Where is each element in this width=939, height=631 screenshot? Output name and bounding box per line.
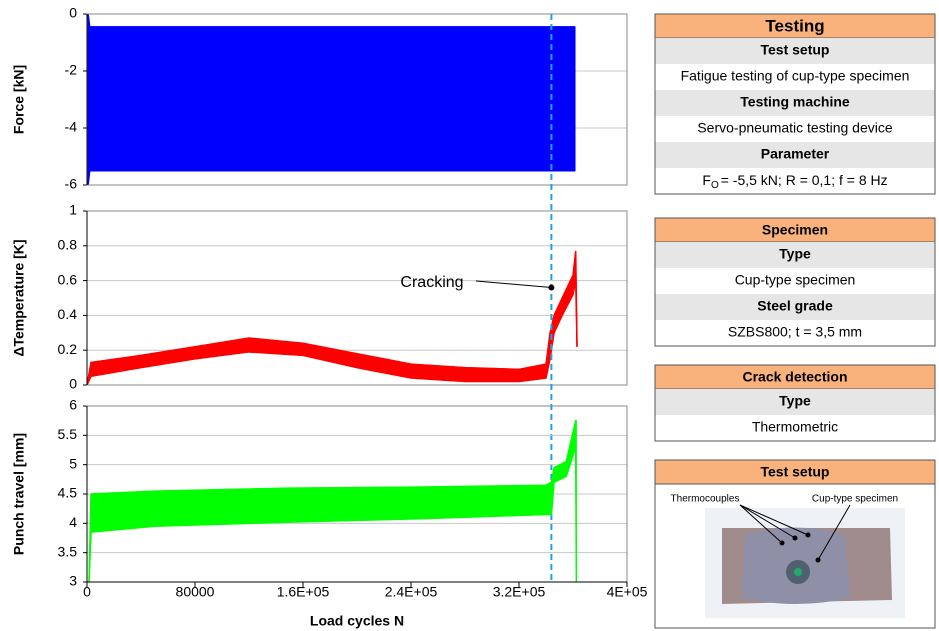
row-text: Test setup — [761, 42, 830, 58]
band-upper — [87, 13, 576, 28]
table-title: Testing — [765, 16, 824, 35]
row-text: Parameter — [761, 146, 830, 162]
y-axis-title: ΔTemperature [K] — [11, 239, 27, 356]
table-frame — [654, 364, 936, 442]
x-tick-label: 3.2E+05 — [493, 584, 546, 600]
y-tick-label: 0.4 — [58, 306, 78, 322]
row-text: Cup-type specimen — [735, 272, 856, 288]
x-tick-label: 2.4E+05 — [385, 584, 438, 600]
y-tick-label: -4 — [65, 119, 78, 135]
y-tick-label: 5 — [69, 455, 77, 471]
annotation-point — [548, 284, 555, 291]
row-cell — [655, 268, 935, 294]
row-text: Steel grade — [757, 298, 833, 314]
x-tick-label: 1.6E+05 — [277, 584, 330, 600]
y-tick-label: -6 — [65, 176, 78, 192]
y-tick-label: 0 — [69, 5, 77, 21]
row-cell — [655, 320, 935, 346]
y-tick-label: 1 — [69, 202, 77, 218]
y-tick-label: 0.6 — [58, 271, 78, 287]
row-cell — [655, 168, 935, 194]
table-frame — [654, 13, 936, 195]
y-tick-label: 0.2 — [58, 341, 78, 357]
row-text: FO = -5,5 kN; R = 0,1; f = 8 Hz — [702, 172, 887, 191]
row-text-part: F — [702, 172, 711, 188]
row-header — [655, 242, 935, 268]
band-lower — [88, 446, 578, 583]
row-text-sub: O — [711, 180, 719, 191]
specimen-dot — [794, 568, 802, 576]
row-text: SZBS800; t = 3,5 mm — [728, 324, 862, 340]
y-axis-title: Punch travel [mm] — [11, 433, 27, 555]
pointer-dot — [779, 540, 785, 546]
x-tick-label: 4E+05 — [607, 584, 648, 600]
table-title: Crack detection — [742, 369, 847, 385]
row-header — [655, 294, 935, 320]
pointer-dot — [805, 532, 811, 538]
row-text-part: = -5,5 kN; R = 0,1; f = 8 Hz — [721, 172, 888, 188]
y-tick-label: 4 — [69, 514, 77, 530]
annotation-pointer — [475, 280, 552, 289]
band-lower — [86, 280, 578, 386]
y-tick-label: 4.5 — [58, 485, 78, 501]
y-axis-title: Force [kN] — [11, 65, 27, 134]
table-title: Test setup — [761, 464, 830, 480]
row-cell — [655, 415, 935, 441]
row-text: Testing machine — [740, 94, 850, 110]
pointer-dot — [815, 557, 821, 563]
y-tick-label: -2 — [65, 62, 78, 78]
y-tick-label: 6 — [69, 397, 77, 413]
row-text: Servo-pneumatic testing device — [697, 120, 893, 136]
table-header — [654, 459, 936, 485]
band-upper — [88, 419, 577, 583]
table-title: Specimen — [762, 222, 828, 238]
band-upper — [86, 250, 578, 386]
y-tick-label: 3.5 — [58, 543, 78, 559]
band-lower — [87, 170, 576, 186]
pointer-dot — [792, 535, 798, 541]
row-cell — [655, 64, 935, 90]
table-frame — [654, 459, 936, 629]
y-tick-label: 0 — [69, 376, 77, 392]
row-text: Type — [779, 246, 811, 262]
table-frame — [654, 217, 936, 347]
annotation-text: Cracking — [400, 274, 463, 291]
pointer — [739, 504, 783, 544]
x-tick-label: 0 — [83, 584, 91, 600]
pointer — [739, 504, 809, 536]
row-header — [655, 389, 935, 415]
band-fill — [88, 420, 577, 583]
row-header — [655, 90, 935, 116]
band-fill — [87, 13, 576, 186]
photo — [705, 504, 905, 618]
row-text: Type — [779, 393, 811, 409]
y-tick-label: 5.5 — [58, 426, 78, 442]
y-tick-label: 0.8 — [58, 237, 78, 253]
pointer — [739, 504, 796, 539]
photo-label: Thermocouples — [671, 494, 740, 505]
x-tick-label: 80000 — [176, 584, 215, 600]
y-tick-label: 3 — [69, 573, 77, 589]
row-cell — [655, 116, 935, 142]
row-text: Thermometric — [752, 419, 838, 435]
pointer — [817, 504, 851, 561]
row-text: Fatigue testing of cup-type specimen — [681, 68, 910, 84]
photo-label: Cup-type specimen — [812, 494, 898, 505]
row-header — [655, 142, 935, 168]
x-axis-title: Load cycles N — [310, 613, 404, 629]
row-header — [655, 38, 935, 64]
